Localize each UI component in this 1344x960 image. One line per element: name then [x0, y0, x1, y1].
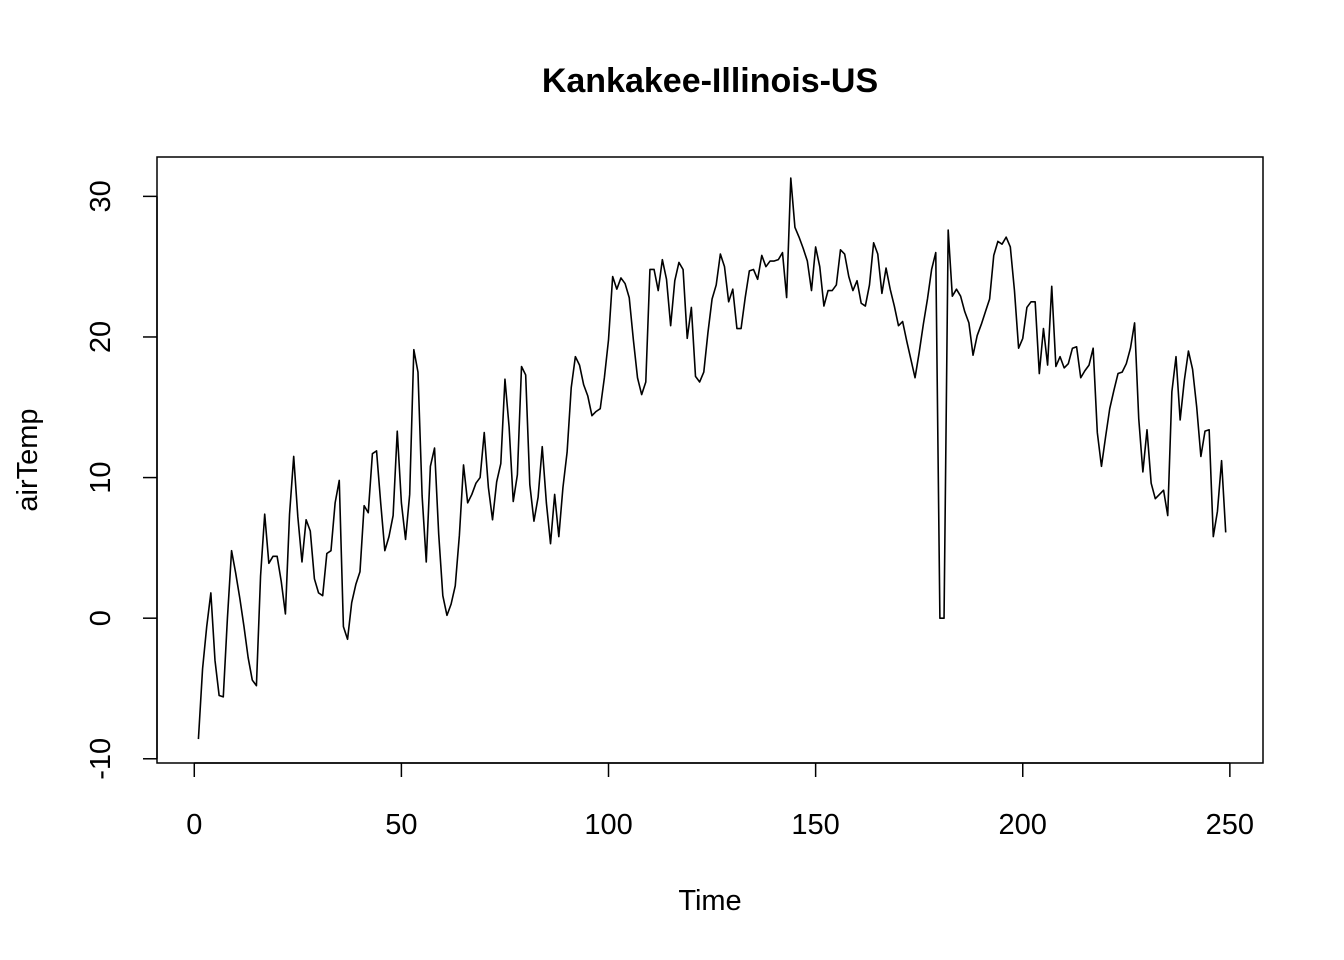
y-tick-label: -10	[85, 738, 117, 780]
y-tick-label: 0	[85, 610, 117, 626]
y-axis-label: airTemp	[12, 408, 44, 511]
x-tick-label: 50	[385, 809, 417, 841]
y-tick-label: 30	[85, 180, 117, 212]
x-axis: 0 50 100 150 200 250	[186, 762, 1254, 841]
y-tick-label: 20	[85, 321, 117, 353]
x-tick-label: 200	[999, 809, 1047, 841]
series-line	[197, 177, 1227, 740]
x-tick-label: 100	[584, 809, 632, 841]
y-axis: -10 0 10 20 30	[85, 180, 158, 780]
chart-title: Kankakee-Illinois-US	[542, 62, 878, 100]
x-tick-label: 0	[186, 809, 202, 841]
y-tick-label: 10	[85, 461, 117, 493]
x-axis-label: Time	[678, 885, 741, 917]
x-tick-label: 250	[1206, 809, 1254, 841]
plot-frame	[156, 156, 1264, 764]
x-tick-label: 150	[791, 809, 839, 841]
series-layer	[197, 177, 1227, 740]
